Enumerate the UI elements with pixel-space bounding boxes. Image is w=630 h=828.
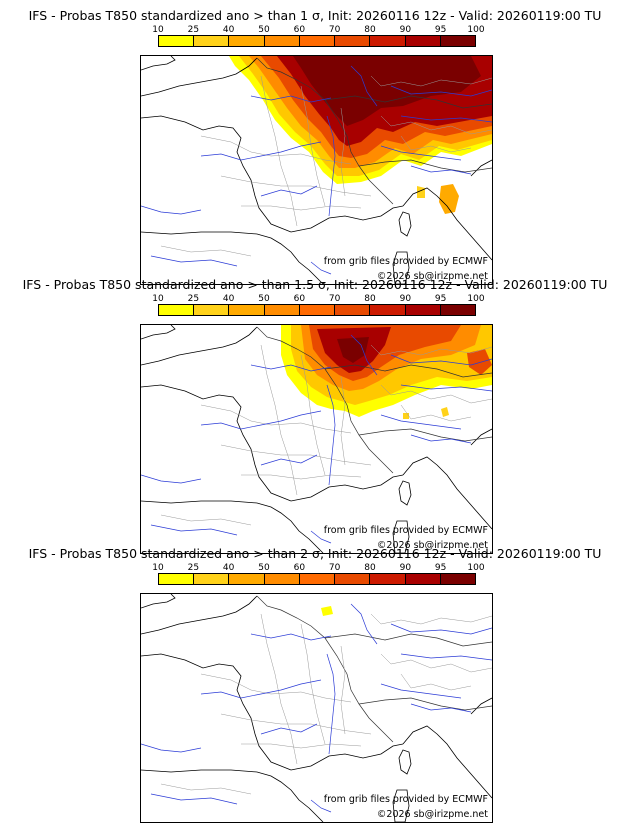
colorbar-tick-label: 10 xyxy=(152,25,164,35)
colorbar-tick-label: 25 xyxy=(187,563,200,573)
colorbar-tick-label: 90 xyxy=(399,294,412,304)
copyright-credit: ©2026 sb@irizpme.net xyxy=(376,540,488,551)
map-canvas xyxy=(141,325,492,553)
colorbar-segment xyxy=(405,574,441,584)
colorbar-segment xyxy=(264,305,300,315)
panel-title: IFS - Probas T850 standardized ano > tha… xyxy=(22,277,608,292)
colorbar-tick-label: 100 xyxy=(467,563,485,573)
copyright-credit: ©2026 sb@irizpme.net xyxy=(376,271,488,282)
prob-spot-alps xyxy=(439,184,459,214)
colorbar-segment xyxy=(299,36,336,46)
colorbar-segment xyxy=(335,574,371,584)
colorbar-tick-label: 40 xyxy=(222,563,235,573)
colorbar-ticks: 10 25 40 50 60 70 80 90 95 100 xyxy=(152,563,484,573)
colorbar-tick-label: 25 xyxy=(187,294,200,304)
probability-map: from grib files provided by ECMWF ©2026 … xyxy=(140,324,493,554)
probability-map: from grib files provided by ECMWF ©2026 … xyxy=(140,593,493,823)
colorbar-tick-label: 60 xyxy=(293,563,306,573)
colorbar-tick-label: 25 xyxy=(187,25,200,35)
colorbar-tick-label: 50 xyxy=(258,25,270,35)
prob-spot-alps xyxy=(441,407,449,417)
colorbar-segment xyxy=(194,36,230,46)
colorbar-tick-label: 80 xyxy=(364,25,376,35)
colorbar-segment xyxy=(194,305,230,315)
colorbar-segment xyxy=(159,305,195,315)
colorbar-segment xyxy=(264,574,300,584)
colorbar-tick-label: 100 xyxy=(467,25,485,35)
colorbar-tick-label: 95 xyxy=(434,563,447,573)
colorbar-ticks: 10 25 40 50 60 70 80 90 95 100 xyxy=(152,294,484,304)
prob-spot-alps2 xyxy=(417,186,425,198)
colorbar: 10 25 40 50 60 70 80 90 95 100 xyxy=(152,563,485,589)
panel-title: IFS - Probas T850 standardized ano > tha… xyxy=(28,546,602,561)
colorbar-tick-label: 10 xyxy=(152,294,164,304)
colorbar-segment xyxy=(370,36,406,46)
colorbar-bar xyxy=(158,573,476,585)
prob-spot-alps2 xyxy=(403,413,409,419)
colorbar-tick-label: 10 xyxy=(152,563,164,573)
colorbar-bar xyxy=(158,304,476,316)
colorbar-tick-label: 60 xyxy=(293,25,306,35)
colorbar-tick-label: 40 xyxy=(222,25,235,35)
probability-map: from grib files provided by ECMWF ©2026 … xyxy=(140,55,493,285)
colorbar-tick-label: 40 xyxy=(222,294,235,304)
colorbar-tick-label: 80 xyxy=(364,563,376,573)
colorbar-bar xyxy=(158,35,476,47)
colorbar-tick-label: 70 xyxy=(328,294,341,304)
colorbar-segment xyxy=(370,305,406,315)
colorbar-ticks: 10 25 40 50 60 70 80 90 95 100 xyxy=(152,25,484,35)
colorbar-segment xyxy=(405,305,441,315)
panel-sigma-1: IFS - Probas T850 standardized ano > tha… xyxy=(0,8,630,285)
prob-spot-east xyxy=(467,349,492,375)
colorbar-segment xyxy=(440,574,475,584)
colorbar-segment xyxy=(159,574,195,584)
colorbar-segment xyxy=(370,574,406,584)
colorbar-segment xyxy=(405,36,441,46)
colorbar-segment xyxy=(229,574,265,584)
colorbar: 10 25 40 50 60 70 80 90 95 100 xyxy=(152,294,485,320)
colorbar-tick-label: 90 xyxy=(399,25,412,35)
prob-spot-north xyxy=(321,606,333,616)
colorbar-segment xyxy=(159,36,195,46)
colorbar-tick-label: 95 xyxy=(434,294,447,304)
colorbar-segment xyxy=(229,36,265,46)
colorbar-tick-label: 80 xyxy=(364,294,376,304)
source-credit: from grib files provided by ECMWF xyxy=(323,256,488,267)
colorbar-segment xyxy=(264,36,300,46)
map-canvas xyxy=(141,56,492,284)
colorbar-segment xyxy=(299,305,336,315)
colorbar-tick-label: 90 xyxy=(399,563,412,573)
colorbar-segment xyxy=(335,305,371,315)
colorbar-tick-label: 100 xyxy=(467,294,485,304)
prob-area-100 xyxy=(337,337,369,363)
colorbar: 10 25 40 50 60 70 80 90 95 100 xyxy=(152,25,485,51)
colorbar-tick-label: 70 xyxy=(328,25,341,35)
panel-sigma-2: IFS - Probas T850 standardized ano > tha… xyxy=(0,546,630,823)
copyright-credit: ©2026 sb@irizpme.net xyxy=(376,809,488,820)
colorbar-tick-label: 50 xyxy=(258,563,270,573)
source-credit: from grib files provided by ECMWF xyxy=(323,525,488,536)
prob-area-100 xyxy=(293,56,481,126)
colorbar-segment xyxy=(299,574,336,584)
colorbar-tick-label: 60 xyxy=(293,294,306,304)
map-canvas xyxy=(141,594,492,822)
colorbar-segment xyxy=(194,574,230,584)
colorbar-segment xyxy=(229,305,265,315)
source-credit: from grib files provided by ECMWF xyxy=(323,794,488,805)
panel-sigma-1-5: IFS - Probas T850 standardized ano > tha… xyxy=(0,277,630,554)
colorbar-segment xyxy=(440,305,475,315)
colorbar-segment xyxy=(440,36,475,46)
panel-title: IFS - Probas T850 standardized ano > tha… xyxy=(28,8,602,23)
colorbar-tick-label: 95 xyxy=(434,25,447,35)
colorbar-segment xyxy=(335,36,371,46)
colorbar-tick-label: 50 xyxy=(258,294,270,304)
colorbar-tick-label: 70 xyxy=(328,563,341,573)
